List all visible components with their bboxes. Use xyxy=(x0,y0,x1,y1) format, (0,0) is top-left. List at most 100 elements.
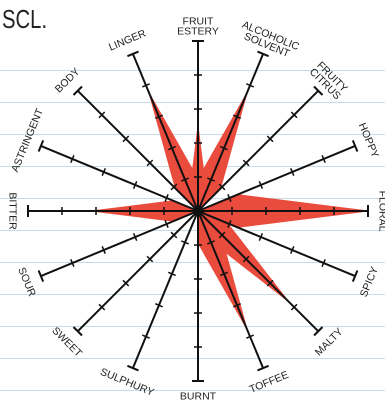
axis-tick xyxy=(246,83,254,88)
axis-line xyxy=(77,210,199,332)
axis-line xyxy=(197,90,319,212)
axis-label: SPICY xyxy=(358,265,381,299)
background-rule xyxy=(0,262,385,263)
axis-tick xyxy=(122,135,130,143)
axis-tick xyxy=(227,220,232,228)
axis-label-text: SULPHURY xyxy=(98,366,155,399)
axis-tick xyxy=(101,168,106,176)
axis-label: FLORAL xyxy=(377,191,385,232)
axis-line xyxy=(40,144,199,212)
axis-label-text: BURNT xyxy=(180,391,217,403)
axis-label-text: SPICY xyxy=(358,265,381,299)
axis-tick xyxy=(168,271,176,277)
axis-tick xyxy=(70,155,75,163)
axis-line xyxy=(77,90,199,212)
axis-tick xyxy=(218,183,226,191)
axis-tick xyxy=(290,168,295,176)
axis-tick xyxy=(290,111,298,119)
axis-tick xyxy=(142,83,150,88)
axis-tick xyxy=(321,155,326,163)
axis-label-text: LINGER xyxy=(107,27,148,53)
axis-tick xyxy=(98,111,106,119)
axis-tick xyxy=(258,181,264,189)
background-rule xyxy=(0,230,385,231)
axis-tick xyxy=(170,183,178,191)
axis-label-text: ESTERY xyxy=(177,26,219,38)
axis-label: LINGER xyxy=(107,27,148,53)
background-rule xyxy=(0,134,385,135)
axis-tick xyxy=(164,194,169,202)
axis-end-cap xyxy=(257,50,269,58)
axis-tick xyxy=(246,334,254,339)
axis-line xyxy=(197,144,356,212)
axis-tick xyxy=(233,303,241,308)
axis-tick xyxy=(258,233,264,241)
axis-label: TOFFEE xyxy=(248,369,291,396)
axis-line xyxy=(197,53,265,212)
axis-label: HOPPY xyxy=(356,121,381,160)
axis-label: BITTER xyxy=(7,192,19,230)
background-rule xyxy=(0,358,385,359)
axis-label-text: FRUIT xyxy=(183,16,214,28)
axis-tick xyxy=(155,114,163,119)
axis-tick xyxy=(290,303,298,311)
axis-line xyxy=(197,210,319,332)
axis-tick xyxy=(290,246,295,254)
axis-line xyxy=(40,210,199,278)
axis-end-cap xyxy=(37,270,45,282)
axis-tick xyxy=(233,114,241,119)
axis-tick xyxy=(168,145,176,151)
axis-tick xyxy=(146,255,154,263)
axis-end-cap xyxy=(127,364,139,372)
axis-tick xyxy=(227,194,232,202)
background-rule xyxy=(0,294,385,295)
axis-tick xyxy=(321,259,326,267)
axis-tick xyxy=(218,231,226,239)
axis-label-text: ASTRINGENT xyxy=(9,106,46,174)
axis-label: ASTRINGENT xyxy=(9,106,46,174)
axis-tick xyxy=(242,159,250,167)
axis-label-text: SOUR xyxy=(15,266,38,299)
axis-end-cap xyxy=(313,326,324,337)
axis-end-cap xyxy=(72,85,83,96)
axis-tick xyxy=(181,177,189,182)
axis-line xyxy=(131,53,199,212)
axis-line xyxy=(197,210,356,278)
axis-tick xyxy=(146,159,154,167)
axis-tick xyxy=(101,246,106,254)
axis-tick xyxy=(207,240,215,245)
header-partial-text: SCL. xyxy=(2,4,48,34)
axis-label-text: HOPPY xyxy=(356,121,381,160)
axis-tick xyxy=(98,303,106,311)
axis-end-cap xyxy=(257,364,269,372)
axis-end-cap xyxy=(313,85,324,96)
axis-line xyxy=(131,210,199,369)
background-rule xyxy=(0,102,385,103)
axis-tick xyxy=(132,233,138,241)
axis-label: BURNT xyxy=(180,391,217,403)
axis-tick xyxy=(207,177,215,182)
axis-tick xyxy=(266,279,274,287)
axis-tick xyxy=(242,255,250,263)
axis-label-text: FLORAL xyxy=(377,191,385,232)
axis-end-cap xyxy=(351,270,359,282)
axis-tick xyxy=(266,135,274,143)
axis-label-text: TOFFEE xyxy=(248,369,291,396)
axis-tick xyxy=(142,334,150,339)
axis-tick xyxy=(220,145,228,151)
axis-label-text: BITTER xyxy=(7,192,19,230)
axis-tick xyxy=(122,279,130,287)
axis-tick xyxy=(132,181,138,189)
axis-label: SULPHURY xyxy=(98,366,155,399)
axis-label: SOUR xyxy=(15,266,38,299)
axis-end-cap xyxy=(37,140,45,152)
axis-end-cap xyxy=(72,326,83,337)
axis-tick xyxy=(164,220,169,228)
axis-tick xyxy=(155,303,163,308)
axis-tick xyxy=(70,259,75,267)
axis-tick xyxy=(170,231,178,239)
